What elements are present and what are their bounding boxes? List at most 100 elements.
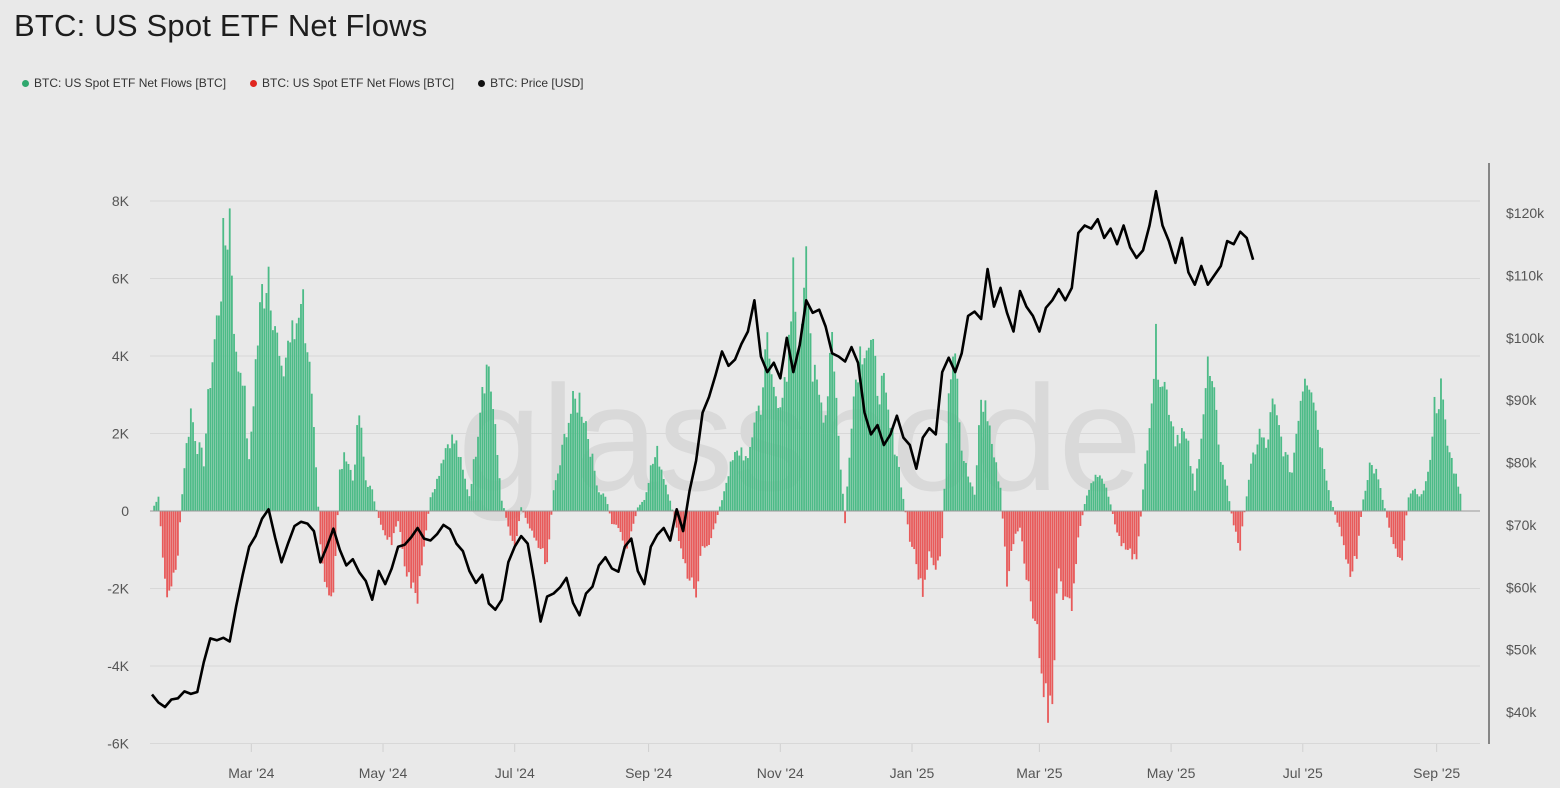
inflow-bar [310, 393, 313, 511]
outflow-bar [541, 511, 544, 549]
outflow-bar [1241, 511, 1244, 527]
inflow-bar [345, 461, 348, 511]
outflow-bar [328, 511, 330, 596]
inflow-bar [649, 465, 652, 511]
inflow-bar [500, 500, 503, 511]
outflow-bar [1355, 511, 1358, 559]
outflow-bar [1066, 511, 1069, 598]
inflow-bar [1437, 409, 1440, 511]
inflow-bar [207, 389, 210, 511]
outflow-bar [509, 511, 512, 536]
inflow-bar [943, 488, 946, 511]
inflow-bar [565, 437, 568, 511]
inflow-bar [442, 459, 445, 511]
inflow-bar [235, 351, 238, 511]
inflow-bar [982, 411, 985, 511]
outflow-bar [924, 511, 926, 580]
outflow-bar [684, 511, 687, 564]
outflow-bar [915, 511, 918, 565]
inflow-bar [576, 412, 579, 511]
inflow-bar [1196, 468, 1198, 511]
outflow-bar [1116, 511, 1119, 533]
inflow-bar [487, 366, 490, 511]
outflow-bar [686, 511, 689, 579]
inflow-bar [474, 456, 477, 511]
inflow-bar [569, 413, 572, 511]
legend-item-inflows[interactable]: BTC: US Spot ETF Net Flows [BTC] [22, 76, 226, 90]
inflow-bar [1107, 496, 1110, 511]
inflow-bar [947, 393, 950, 511]
inflow-bar [433, 489, 436, 511]
legend-item-price[interactable]: BTC: Price [USD] [478, 76, 583, 90]
outflow-bar [388, 511, 391, 538]
outflow-bar [1137, 511, 1140, 537]
inflow-bar [764, 349, 767, 511]
inflow-bar [1280, 436, 1283, 511]
y-left-tick-label: 0 [121, 503, 129, 519]
inflow-bar [585, 421, 587, 511]
outflow-bar [1120, 511, 1123, 547]
inflow-bar [1459, 493, 1462, 511]
x-tick-label: Mar '24 [228, 765, 274, 781]
inflow-bar [1206, 356, 1209, 511]
inflow-bar [1442, 399, 1445, 511]
y-right-tick-label: $90k [1506, 392, 1537, 408]
inflow-bar [367, 486, 369, 511]
inflow-bar [276, 332, 279, 511]
inflow-bar [1155, 323, 1157, 511]
inflow-bar [557, 473, 559, 511]
outflow-bar [1358, 511, 1360, 536]
outflow-bar [1036, 511, 1039, 625]
inflow-bar [654, 457, 656, 511]
inflow-bar [1297, 420, 1300, 511]
inflow-bar [1252, 452, 1255, 511]
outflow-bar [161, 511, 164, 558]
inflow-bar [872, 338, 875, 511]
inflow-bar [863, 358, 866, 511]
outflow-bar [420, 511, 423, 566]
outflow-bar [384, 511, 387, 536]
y-right-tick-label: $80k [1506, 455, 1537, 471]
legend-item-outflows[interactable]: BTC: US Spot ETF Net Flows [BTC] [250, 76, 454, 90]
outflow-bar [705, 511, 708, 547]
inflow-bar [1090, 483, 1093, 511]
inflow-bar [742, 460, 745, 511]
inflow-bar [354, 464, 356, 511]
outflow-bar [412, 511, 415, 583]
inflow-bar [889, 427, 892, 511]
outflow-bar [423, 511, 425, 547]
inflow-bar [1260, 437, 1263, 511]
inflow-bar [952, 356, 954, 511]
inflow-bar [228, 208, 231, 511]
inflow-bar [431, 492, 434, 511]
outflow-bar [332, 511, 335, 593]
inflow-bar [198, 442, 201, 511]
inflow-bar [1146, 450, 1149, 511]
inflow-bar [1200, 438, 1203, 511]
inflow-bar [1273, 404, 1276, 511]
inflow-bar [578, 392, 581, 511]
inflow-bar [1152, 378, 1155, 511]
outflow-bar [1390, 511, 1393, 538]
inflow-bar [747, 458, 749, 511]
inflow-bar [997, 481, 1000, 511]
inflow-bar [1379, 488, 1382, 511]
inflow-bar [466, 489, 469, 511]
y-right-tick-label: $70k [1506, 517, 1537, 533]
inflow-bar [371, 489, 374, 511]
inflow-bar [768, 358, 771, 511]
inflow-bar [561, 444, 564, 511]
outflow-bar [535, 511, 538, 541]
inflow-bar [574, 398, 577, 511]
inflow-bar [1299, 400, 1302, 511]
inflow-bar [490, 391, 492, 511]
inflow-bar [988, 425, 991, 511]
outflow-bar [1025, 511, 1028, 580]
outflow-bar [1006, 511, 1008, 587]
inflow-bar [455, 440, 458, 511]
inflow-bar [552, 490, 555, 511]
inflow-bar [1321, 448, 1324, 511]
inflow-bar [645, 492, 648, 511]
outflow-bar [1351, 511, 1354, 572]
